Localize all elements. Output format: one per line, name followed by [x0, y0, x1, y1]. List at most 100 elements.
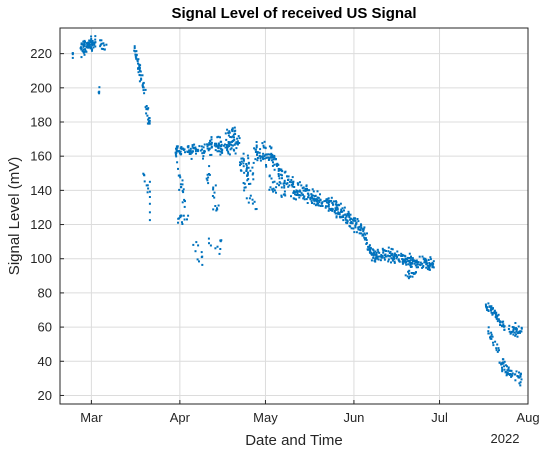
data-point [199, 149, 202, 152]
data-point [382, 251, 385, 254]
data-point [273, 154, 276, 157]
data-point [409, 259, 412, 262]
data-point [304, 187, 307, 190]
data-point [426, 262, 428, 265]
data-point [211, 195, 214, 197]
data-point [148, 190, 151, 193]
data-point [422, 265, 425, 267]
data-point [330, 207, 333, 210]
data-point [84, 49, 87, 52]
data-point [508, 330, 511, 333]
data-point [208, 242, 210, 245]
data-point [143, 92, 146, 95]
data-point [277, 169, 280, 172]
data-point [140, 78, 143, 81]
data-point [142, 86, 145, 89]
data-point [519, 384, 522, 387]
data-point [276, 162, 279, 165]
data-point [98, 90, 101, 93]
data-point [284, 194, 287, 197]
data-point [343, 209, 345, 212]
data-point [347, 212, 350, 215]
chart-title: Signal Level of received US Signal [171, 5, 416, 22]
data-point [98, 86, 101, 89]
data-point [210, 141, 213, 144]
data-point [344, 213, 347, 216]
data-point [366, 232, 368, 235]
data-point [391, 248, 394, 251]
data-point [387, 260, 390, 263]
data-point [214, 142, 216, 145]
data-point [299, 190, 302, 193]
data-point [219, 150, 222, 153]
data-point [263, 155, 266, 157]
data-point [102, 48, 104, 50]
data-point [196, 148, 199, 151]
data-point [200, 256, 203, 259]
data-point [193, 146, 196, 149]
data-point [237, 135, 240, 138]
data-point [351, 218, 354, 221]
data-point [421, 255, 424, 258]
data-point [429, 258, 432, 261]
data-point [208, 142, 211, 144]
data-point [283, 190, 286, 193]
data-point [141, 85, 144, 88]
data-point [431, 263, 434, 266]
data-point [515, 370, 518, 373]
data-point [102, 42, 105, 45]
data-point [520, 378, 523, 381]
data-point [393, 256, 396, 259]
data-point [349, 222, 352, 224]
data-point [369, 251, 372, 254]
data-point [502, 324, 505, 327]
data-point [224, 143, 226, 146]
data-point [262, 152, 265, 155]
data-point [268, 145, 271, 148]
data-point [408, 269, 411, 272]
data-point [406, 258, 409, 261]
data-point [254, 151, 257, 153]
data-point [380, 255, 383, 258]
data-point [210, 136, 213, 139]
data-point [140, 77, 143, 80]
data-point [415, 259, 418, 262]
data-point [325, 205, 327, 208]
data-point [489, 305, 492, 308]
data-point [230, 143, 232, 146]
data-point [301, 187, 304, 190]
data-point [407, 270, 410, 273]
data-point [210, 138, 213, 141]
data-point [148, 122, 151, 125]
data-point [178, 217, 180, 220]
y-tick-label: 180 [30, 115, 52, 130]
data-point [346, 219, 349, 222]
data-point [327, 203, 330, 206]
data-point [368, 245, 371, 248]
data-point [417, 266, 419, 269]
data-point [177, 167, 179, 170]
data-point [287, 179, 289, 181]
data-point [246, 166, 248, 169]
data-point [273, 168, 276, 171]
data-point [319, 205, 322, 207]
y-tick-label: 200 [30, 80, 52, 95]
y-tick-label: 140 [30, 183, 52, 198]
data-point [407, 263, 410, 266]
data-point [307, 196, 309, 199]
data-point [271, 188, 274, 191]
data-point [216, 207, 218, 210]
data-point [147, 107, 150, 110]
data-point [299, 194, 302, 197]
data-point [513, 373, 516, 376]
data-point [137, 71, 140, 74]
data-point [177, 221, 179, 224]
data-point [496, 343, 499, 346]
data-point [374, 258, 377, 261]
data-point [280, 195, 283, 198]
data-point [272, 158, 275, 161]
data-point [489, 335, 492, 338]
data-point [176, 146, 179, 149]
data-point [515, 333, 518, 336]
data-point [267, 159, 270, 161]
